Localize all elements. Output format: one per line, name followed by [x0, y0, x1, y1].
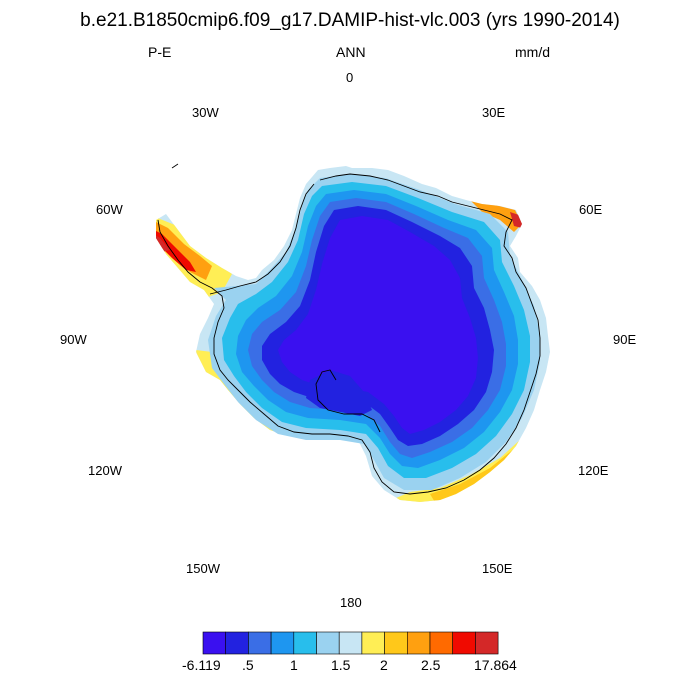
colorbar-swatch-6	[338, 631, 363, 655]
units-label: mm/d	[515, 44, 550, 60]
colorbar-swatch-9	[406, 631, 431, 655]
lon-label-120e: 120E	[578, 463, 609, 478]
colorbar-label-2: 2	[380, 657, 388, 673]
colorbar-swatch-2	[248, 631, 272, 655]
variable-label: P-E	[148, 44, 172, 60]
lon-label-0: 0	[346, 70, 354, 85]
lon-label-60w: 60W	[96, 202, 123, 217]
colorbar-label-0-5: .5	[242, 657, 254, 673]
colorbar-swatch-3	[270, 631, 295, 655]
colorbar-swatch-8	[384, 631, 408, 655]
band-east-orange	[470, 200, 522, 232]
coastline	[157, 163, 541, 495]
colorbar-swatch-7	[361, 631, 385, 655]
colorbar-label-min: -6.119	[182, 657, 221, 673]
season-label: ANN	[336, 44, 366, 60]
band-peninsula-red	[156, 228, 196, 272]
band-peninsula-max	[156, 232, 170, 252]
colorbar-label-1: 1	[290, 657, 298, 673]
lon-label-150e: 150E	[482, 561, 513, 576]
band-coast-orange-west	[156, 220, 212, 280]
band-coast-orange-south	[430, 428, 540, 502]
colorbar-label-1-5: 1.5	[331, 657, 351, 673]
colorbar-swatch-0	[202, 631, 227, 655]
lon-label-180: 180	[340, 595, 362, 610]
colorbar-label-max: 17.864	[474, 657, 517, 673]
colorbar-label-2-5: 2.5	[421, 657, 441, 673]
colorbar-swatch-4	[293, 631, 317, 655]
colorbar-swatch-11	[452, 631, 476, 655]
lon-label-30e: 30E	[482, 105, 506, 120]
lon-label-60e: 60E	[579, 202, 603, 217]
colorbar-swatch-1	[225, 631, 249, 655]
lon-label-90e: 90E	[613, 332, 637, 347]
colorbar-swatch-10	[429, 631, 454, 655]
plot-title: b.e21.B1850cmip6.f09_g17.DAMIP-hist-vlc.…	[80, 10, 620, 31]
lon-label-30w: 30W	[192, 105, 219, 120]
lon-label-90w: 90W	[60, 332, 87, 347]
lon-label-150w: 150W	[186, 561, 220, 576]
colorbar-swatch-12	[475, 631, 499, 655]
lon-label-120w: 120W	[88, 463, 122, 478]
colorbar-swatch-5	[316, 631, 340, 655]
